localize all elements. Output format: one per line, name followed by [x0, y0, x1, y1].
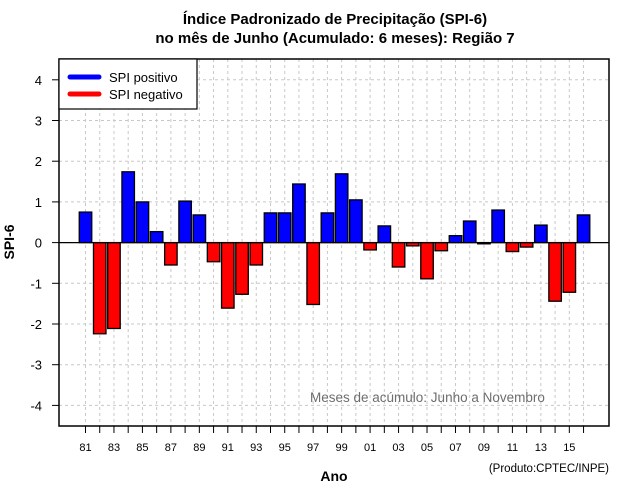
- bar-1991: [220, 241, 235, 309]
- x-tick-label: 87: [165, 442, 177, 454]
- bar-1990: [206, 241, 221, 263]
- bar-1994: [263, 212, 278, 244]
- x-tick-label: 95: [279, 442, 291, 454]
- x-tick-label: 93: [250, 442, 262, 454]
- bar-1995: [277, 212, 292, 244]
- bar-1985: [135, 201, 150, 244]
- bar-2010: [491, 209, 506, 244]
- y-tick-label: 1: [35, 195, 42, 210]
- bars: [78, 171, 591, 335]
- product-credit: (Produto:CPTEC/INPE): [489, 463, 609, 475]
- bar-1986: [149, 230, 164, 244]
- bar-2001: [363, 241, 378, 251]
- bar-1998: [320, 212, 335, 244]
- legend-box: [58, 58, 198, 110]
- bar-1993: [249, 241, 264, 266]
- bar-2003: [391, 241, 406, 268]
- bar-2000: [348, 199, 363, 244]
- bar-2005: [420, 241, 434, 280]
- y-tick-label: -3: [30, 358, 42, 373]
- legend-label-negative: SPI negativo: [109, 87, 183, 102]
- chart-subtitle: no mês de Junho (Acumulado: 6 meses): Re…: [155, 30, 514, 47]
- bar-2008: [462, 220, 477, 244]
- bar-2006: [434, 241, 449, 252]
- x-tick-label: 01: [364, 442, 376, 454]
- y-tick-label: 3: [35, 114, 42, 129]
- y-axis: 4 3 2 1 0 -1 -2 -3 -4: [30, 73, 59, 413]
- bar-1992: [235, 241, 249, 295]
- bar-2011: [505, 241, 520, 253]
- y-axis-title: SPI-6: [1, 224, 17, 259]
- x-axis: 81 83 85 87 89 91 93 95 97 99 01 03 05 07 09 11 13 15: [79, 426, 585, 454]
- bar-1989: [192, 214, 207, 244]
- x-tick-label: 15: [563, 442, 575, 454]
- bar-1999: [334, 173, 349, 244]
- bar-2013: [533, 224, 548, 244]
- bar-1996: [292, 183, 306, 244]
- x-tick-label: 07: [449, 442, 461, 454]
- y-tick-label: 0: [35, 236, 42, 251]
- bar-1981: [78, 211, 93, 244]
- bar-2014: [548, 241, 562, 302]
- x-tick-label: 91: [222, 442, 234, 454]
- x-tick-label: 81: [79, 442, 91, 454]
- x-tick-label: 09: [478, 442, 490, 454]
- bar-2007: [448, 235, 463, 244]
- legend: SPI positivo SPI negativo: [58, 58, 198, 110]
- y-tick-label: -2: [30, 317, 42, 332]
- y-tick-label: 2: [35, 154, 42, 169]
- x-tick-label: 89: [193, 442, 205, 454]
- x-tick-label: 13: [535, 442, 547, 454]
- x-tick-label: 83: [108, 442, 120, 454]
- x-tick-label: 97: [307, 442, 319, 454]
- legend-label-positive: SPI positivo: [109, 70, 178, 85]
- bar-1983: [107, 241, 121, 330]
- x-axis-title: Ano: [320, 468, 347, 484]
- x-tick-label: 99: [336, 442, 348, 454]
- x-tick-label: 03: [392, 442, 404, 454]
- grid-lines: [59, 59, 609, 426]
- x-tick-label: 85: [136, 442, 148, 454]
- y-tick-label: -4: [30, 398, 42, 413]
- bar-1988: [178, 200, 193, 244]
- accumulation-annotation: Meses de acúmulo: Junho a Novembro: [310, 390, 545, 405]
- chart-title: Índice Padronizado de Precipitação (SPI-…: [183, 11, 487, 28]
- x-tick-label: 11: [507, 442, 518, 454]
- bar-1984: [121, 171, 136, 244]
- y-tick-label: 4: [35, 73, 42, 88]
- plot-frame: [58, 58, 610, 427]
- bar-1987: [163, 241, 178, 266]
- y-tick-label: -1: [30, 276, 42, 291]
- bar-2002: [377, 225, 392, 244]
- bar-2016: [576, 214, 591, 244]
- bar-2015: [562, 241, 577, 293]
- bar-2012: [519, 241, 534, 248]
- x-tick-label: 05: [421, 442, 433, 454]
- bar-1982: [92, 241, 107, 335]
- bar-1997: [306, 241, 321, 306]
